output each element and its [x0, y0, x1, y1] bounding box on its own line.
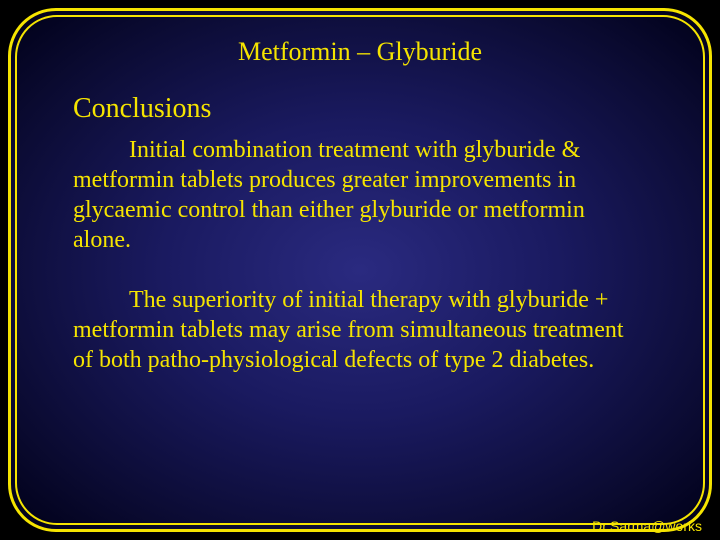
slide-title: Metformin – Glyburide: [67, 37, 653, 67]
slide-outer-frame: Metformin – Glyburide Conclusions Initia…: [8, 8, 712, 532]
paragraph-1: Initial combination treatment with glybu…: [73, 135, 647, 255]
footer-credit: Dr.Sarma@works: [592, 518, 702, 534]
paragraph-2: The superiority of initial therapy with …: [73, 285, 647, 375]
slide-inner-frame: Metformin – Glyburide Conclusions Initia…: [15, 15, 705, 525]
section-heading: Conclusions: [73, 93, 653, 125]
